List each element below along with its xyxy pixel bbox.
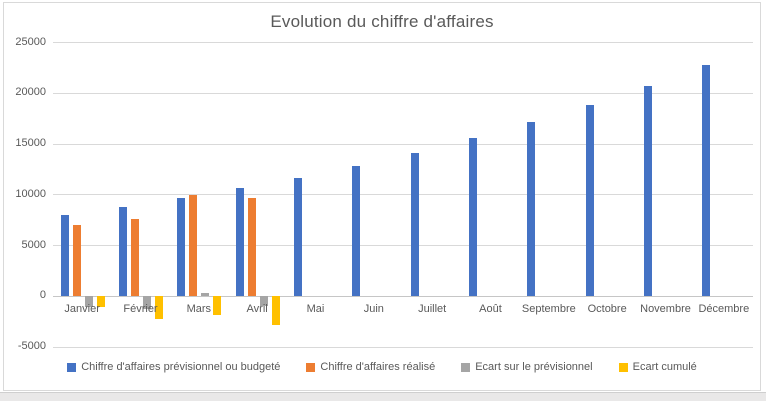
legend-label: Ecart sur le prévisionnel [475, 361, 593, 373]
chart-legend[interactable]: Chiffre d'affaires prévisionnel ou budge… [3, 361, 761, 373]
legend-swatch-icon [306, 362, 316, 372]
legend-label: Chiffre d'affaires réalisé [320, 361, 436, 373]
legend-swatch-icon [67, 362, 77, 372]
legend-swatch-icon [461, 362, 471, 372]
legend-item-series3[interactable]: Ecart sur le prévisionnel [461, 361, 593, 373]
spreadsheet-edge-strip [0, 392, 766, 401]
legend-item-series2[interactable]: Chiffre d'affaires réalisé [306, 361, 435, 373]
chart-title[interactable]: Evolution du chiffre d'affaires [270, 12, 494, 31]
chart-canvas[interactable]: Evolution du chiffre d'affaires [3, 2, 761, 391]
legend-swatch-icon [618, 362, 628, 372]
legend-label: Chiffre d'affaires prévisionnel ou budge… [81, 361, 281, 373]
legend-item-series4[interactable]: Ecart cumulé [618, 361, 697, 373]
legend-item-series1[interactable]: Chiffre d'affaires prévisionnel ou budge… [67, 361, 280, 373]
legend-label: Ecart cumulé [632, 361, 697, 373]
